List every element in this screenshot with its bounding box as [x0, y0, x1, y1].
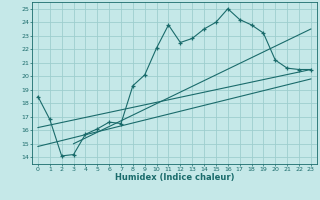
X-axis label: Humidex (Indice chaleur): Humidex (Indice chaleur) — [115, 173, 234, 182]
